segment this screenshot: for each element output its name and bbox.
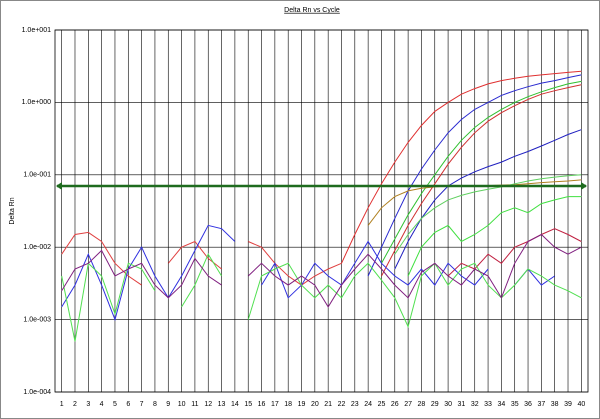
- chart-title: Delta Rn vs Cycle: [284, 7, 340, 14]
- amplification-line: [447, 228, 582, 277]
- x-tick-label: 22: [338, 401, 346, 408]
- x-tick-label: 28: [418, 401, 426, 408]
- y-tick-label: 1.0e-002: [23, 244, 51, 251]
- x-tick-label: 20: [311, 401, 319, 408]
- x-tick-label: 14: [231, 401, 239, 408]
- x-tick-label: 12: [204, 401, 212, 408]
- x-tick-label: 19: [298, 401, 306, 408]
- y-axis-label: Delta Rn: [9, 197, 16, 224]
- amplification-line: [407, 196, 582, 277]
- x-tick-label: 35: [511, 401, 519, 408]
- x-tick-label: 34: [497, 401, 505, 408]
- plot-area: [54, 29, 589, 393]
- x-tick-label: 39: [564, 401, 572, 408]
- x-tick-label: 1: [60, 401, 64, 408]
- x-tick-label: 36: [524, 401, 532, 408]
- x-tick-label: 25: [378, 401, 386, 408]
- y-tick-label: 1.0e-004: [23, 389, 51, 396]
- x-tick-label: 33: [484, 401, 492, 408]
- x-tick-label: 2: [73, 401, 77, 408]
- x-tick-label: 21: [324, 401, 332, 408]
- x-tick-label: 27: [404, 401, 412, 408]
- y-tick-label: 1.0e-003: [23, 316, 51, 323]
- x-tick-label: 31: [458, 401, 466, 408]
- threshold-arrow: [56, 182, 62, 191]
- x-tick-label: 10: [178, 401, 186, 408]
- x-tick-label: 7: [140, 401, 144, 408]
- amplification-line: [341, 70, 582, 264]
- x-tick-label: 17: [271, 401, 279, 408]
- x-tick-label: 18: [284, 401, 292, 408]
- amplification-line: [367, 74, 582, 277]
- amplification-line: [61, 253, 582, 342]
- x-tick-label: 5: [113, 401, 117, 408]
- x-tick-label: 23: [351, 401, 359, 408]
- threshold-arrow: [581, 182, 587, 191]
- amplification-line: [394, 174, 582, 255]
- x-tick-label: 32: [471, 401, 479, 408]
- x-tick-label: 13: [218, 401, 226, 408]
- x-tick-label: 26: [391, 401, 399, 408]
- x-tick-label: 6: [126, 401, 130, 408]
- x-tick-label: 3: [86, 401, 90, 408]
- x-tick-label: 30: [444, 401, 452, 408]
- x-tick-label: 9: [166, 401, 170, 408]
- x-tick-label: 40: [577, 401, 585, 408]
- x-tick-label: 4: [100, 401, 104, 408]
- x-tick-label: 15: [244, 401, 252, 408]
- x-tick-label: 37: [537, 401, 545, 408]
- amplification-line: [61, 233, 582, 308]
- x-tick-label: 24: [364, 401, 372, 408]
- x-tick-label: 29: [431, 401, 439, 408]
- y-tick-label: 1.0e+000: [22, 99, 51, 106]
- amplification-line: [381, 84, 582, 277]
- x-tick-label: 38: [551, 401, 559, 408]
- y-tick-label: 1.0e+001: [22, 27, 51, 34]
- amplification-line: [394, 129, 582, 270]
- amplification-line: [381, 80, 582, 264]
- x-tick-label: 11: [191, 401, 198, 408]
- x-tick-label: 8: [153, 401, 157, 408]
- y-tick-label: 1.0e-001: [23, 172, 51, 179]
- x-tick-label: 16: [258, 401, 266, 408]
